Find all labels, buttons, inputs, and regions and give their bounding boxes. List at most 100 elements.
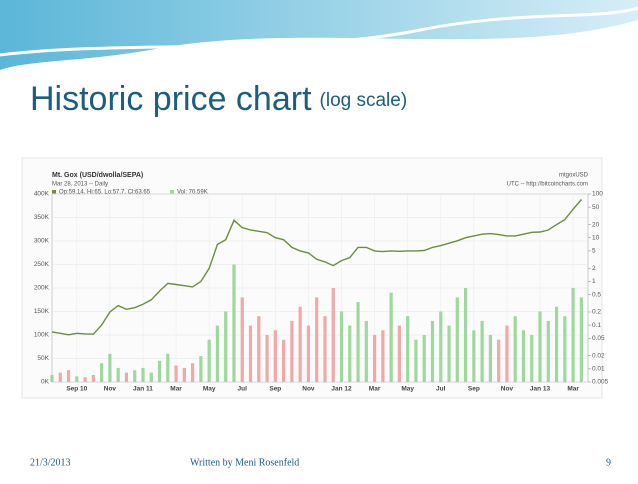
volume-bar [521, 330, 526, 382]
volume-bar [298, 306, 302, 382]
x-tick-label: Mar [369, 386, 381, 393]
volume-bar [406, 316, 410, 382]
x-tick-label: Jan 12 [331, 386, 352, 393]
volume-bar [430, 320, 435, 382]
volume-bar [563, 316, 567, 382]
volume-bar [133, 370, 137, 382]
volume-bar [58, 372, 62, 382]
chart-date: Mar 28, 2013 -- Daily [52, 182, 108, 188]
volume-bar [480, 320, 484, 382]
volume-bar [315, 297, 319, 382]
price-line [51, 199, 582, 336]
volume-bar [472, 330, 476, 382]
x-tick-label: Sep [468, 386, 480, 393]
y2-tick-label: 0.2 [592, 309, 601, 316]
volume-bar [273, 330, 277, 382]
subtitle: (log scale) [320, 90, 408, 111]
y-tick-label: 350K [34, 214, 50, 221]
volume-bar [257, 316, 261, 382]
volume-bar [339, 311, 344, 382]
x-tick-label: Jul [238, 386, 248, 393]
volume-bar [455, 297, 459, 382]
volume-bar [546, 320, 550, 382]
volume-bar [372, 335, 377, 382]
volume-bar [240, 297, 244, 382]
chart-ohlc: Op:59.14, Hi:65, Lo:57.7, Cl:63.65 [59, 190, 151, 196]
volume-bar [447, 325, 451, 382]
y2-tick-label: 0.01 [592, 366, 605, 373]
y2-tick-label: 20 [592, 221, 600, 228]
ohlc-swatch [52, 190, 56, 194]
volume-bar [439, 311, 443, 382]
y2-tick-label: 10 [592, 234, 600, 241]
volume-bar [571, 288, 575, 382]
x-tick-label: Sep [269, 386, 281, 393]
volume-bar [538, 311, 542, 382]
y-tick-label: 100K [34, 332, 50, 339]
volume-bar [207, 339, 211, 382]
y-tick-label: 300K [34, 238, 50, 245]
volume-bar [116, 367, 120, 382]
x-tick-label: May [401, 386, 414, 393]
title-text: Historic price chart [30, 80, 312, 118]
x-tick-label: May [203, 386, 216, 393]
y2-tick-label: 50 [592, 204, 600, 211]
y-tick-label: 150K [34, 308, 50, 315]
volume-bar [530, 335, 534, 382]
page-number: 9 [606, 457, 611, 468]
y2-tick-label: 0.05 [592, 335, 605, 342]
y2-tick-label: 5 [592, 248, 596, 255]
volume-bar [348, 325, 352, 382]
chart-symbol: mtgoxUSD [559, 173, 589, 179]
y2-tick-label: 1 [592, 278, 596, 285]
y-tick-label: 50K [37, 355, 49, 362]
volume-bar [505, 325, 509, 382]
volume-bar [141, 367, 145, 382]
volume-bar [149, 372, 153, 382]
volume-bar [248, 325, 253, 382]
x-tick-label: Mar [170, 386, 182, 393]
volume-bar [364, 320, 368, 382]
chart-source: UTC -- http://bitcoincharts.com [507, 182, 588, 188]
title: Historic price chart (log scale) [30, 80, 407, 118]
volume-bar [124, 372, 129, 382]
y-tick-label: 200K [34, 285, 50, 292]
y2-tick-label: 0.02 [592, 352, 605, 359]
x-tick-label: Nov [104, 386, 117, 393]
footer-date: 21/3/2013 [30, 457, 71, 468]
chart-volume: Vol: 70.59K [177, 190, 208, 196]
x-tick-label: Jul [436, 386, 446, 393]
chart-market: Mt. Gox (USD/dwolla/SEPA) [52, 172, 143, 179]
volume-bar [157, 360, 162, 382]
y2-tick-label: 0.5 [592, 291, 601, 298]
vol-swatch [170, 190, 174, 194]
x-tick-label: Jan 11 [133, 386, 153, 393]
volume-bar [232, 264, 236, 382]
x-tick-label: Jan 13 [530, 386, 551, 393]
volume-bar [50, 374, 54, 382]
volume-bar [290, 320, 294, 382]
volume-bar [91, 374, 95, 382]
volume-bar [331, 288, 335, 382]
y2-tick-label: 0.005 [592, 379, 609, 386]
volume-bar [108, 353, 112, 382]
volume-bar [282, 339, 286, 382]
volume-bar [66, 370, 71, 382]
volume-bar [306, 325, 311, 382]
volume-bar [182, 367, 186, 382]
wave-line [0, 6, 638, 57]
volume-bar [389, 292, 393, 382]
volume-bar [265, 335, 269, 382]
volume-bar [174, 365, 178, 382]
volume-bar [463, 288, 468, 382]
y2-tick-label: 100 [592, 191, 603, 198]
volume-bar [191, 363, 195, 382]
footer-author: Written by Meni Rosenfeld [190, 457, 299, 468]
y-tick-label: 0K [41, 379, 50, 386]
volume-bar [488, 335, 492, 382]
volume-bar [414, 339, 418, 382]
volume-bar [497, 339, 501, 382]
volume-bar [75, 376, 79, 382]
x-tick-label: Nov [302, 386, 315, 393]
